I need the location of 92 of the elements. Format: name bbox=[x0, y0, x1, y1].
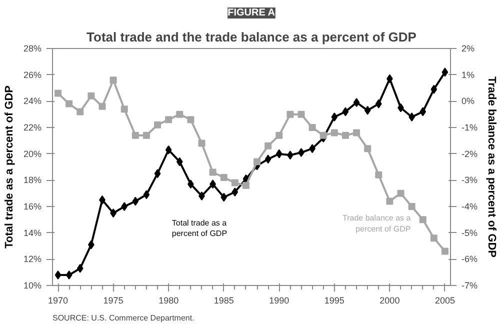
y-axis-title: Total trade as a percent of GDP bbox=[3, 85, 16, 248]
point bbox=[142, 132, 150, 139]
point bbox=[342, 132, 349, 139]
point bbox=[143, 190, 150, 200]
point bbox=[430, 84, 438, 94]
y-tick-label: 16% bbox=[23, 202, 42, 212]
x-tick-label: 2005 bbox=[434, 296, 455, 306]
point bbox=[120, 106, 128, 113]
point bbox=[154, 169, 161, 178]
y-tick-label: 22% bbox=[23, 122, 42, 132]
point bbox=[176, 110, 184, 118]
series-label: Trade balance as a percent of GDP bbox=[342, 214, 412, 234]
point bbox=[397, 190, 404, 197]
point bbox=[54, 90, 62, 97]
y-tick-label: 10% bbox=[23, 280, 42, 290]
point bbox=[264, 154, 272, 164]
x-tick-label: 1995 bbox=[324, 296, 344, 306]
y2-tick-label: -6% bbox=[462, 254, 478, 264]
point bbox=[110, 76, 117, 84]
y2-tick-label: 0% bbox=[462, 96, 475, 106]
y2-tick-label: 1% bbox=[462, 70, 475, 80]
text: FIGURE A bbox=[228, 8, 276, 18]
point bbox=[386, 198, 394, 205]
point bbox=[276, 149, 282, 158]
y2-tick-label: -4% bbox=[462, 202, 478, 212]
point bbox=[331, 112, 338, 122]
x-tick-label: 2000 bbox=[380, 296, 400, 306]
point bbox=[308, 124, 316, 131]
x-tick-label: 1985 bbox=[214, 296, 234, 306]
y2-tick-label: -5% bbox=[462, 228, 478, 238]
y-tick-label: 28% bbox=[23, 44, 42, 54]
y-tick-label: 12% bbox=[23, 254, 42, 264]
point bbox=[132, 196, 139, 206]
point bbox=[420, 107, 426, 116]
point bbox=[209, 168, 216, 176]
point bbox=[330, 129, 338, 136]
y-tick-label: 24% bbox=[23, 96, 42, 106]
point bbox=[198, 140, 206, 147]
point bbox=[66, 270, 72, 280]
point bbox=[76, 264, 84, 273]
text: Total trade as a percent of GDP bbox=[172, 218, 228, 238]
y2-tick-label: -1% bbox=[462, 122, 478, 132]
point bbox=[342, 107, 349, 116]
point bbox=[353, 98, 360, 107]
point bbox=[132, 132, 139, 139]
point bbox=[176, 157, 183, 166]
point bbox=[442, 68, 448, 77]
point bbox=[121, 202, 128, 211]
point bbox=[264, 142, 272, 150]
point bbox=[88, 92, 95, 100]
point bbox=[231, 179, 238, 186]
x-tick-label: 1990 bbox=[269, 296, 290, 306]
y-tick-label: 14% bbox=[23, 228, 42, 238]
point bbox=[98, 102, 106, 110]
point bbox=[408, 203, 416, 210]
point bbox=[298, 110, 305, 118]
y-tick-label: 26% bbox=[23, 70, 42, 80]
point bbox=[254, 158, 261, 166]
point bbox=[220, 192, 228, 202]
point bbox=[320, 132, 327, 139]
source-note: SOURCE: U.S. Commerce Department. bbox=[52, 314, 194, 322]
point bbox=[286, 110, 294, 118]
point bbox=[165, 116, 172, 124]
y-tick-label: 18% bbox=[23, 175, 42, 186]
point bbox=[353, 129, 360, 136]
point bbox=[430, 234, 438, 242]
point bbox=[364, 145, 372, 152]
point bbox=[419, 216, 426, 224]
point bbox=[220, 174, 228, 182]
chart-title: Total trade and the trade balance as a percent of GDP bbox=[86, 30, 417, 44]
point bbox=[364, 106, 371, 115]
point bbox=[375, 171, 382, 178]
x-tick-label: 1975 bbox=[103, 296, 124, 306]
point bbox=[276, 132, 283, 139]
point bbox=[154, 121, 162, 128]
x-tick-label: 1980 bbox=[158, 296, 179, 306]
point bbox=[187, 116, 194, 124]
point bbox=[232, 188, 238, 197]
y2-tick-label: 2% bbox=[462, 44, 475, 54]
point bbox=[242, 182, 250, 189]
y2-axis-title: Trade balance as a percent of GDP bbox=[486, 76, 498, 258]
point bbox=[165, 145, 172, 154]
point bbox=[66, 100, 73, 108]
point bbox=[76, 108, 84, 116]
point bbox=[441, 248, 448, 255]
y2-tick-label: -3% bbox=[462, 175, 478, 186]
y-tick-label: 20% bbox=[23, 148, 42, 159]
point bbox=[54, 270, 62, 280]
x-tick-label: 1970 bbox=[48, 296, 68, 306]
y2-tick-label: -7% bbox=[462, 280, 478, 290]
y2-tick-label: -2% bbox=[462, 148, 478, 159]
point bbox=[375, 99, 382, 108]
